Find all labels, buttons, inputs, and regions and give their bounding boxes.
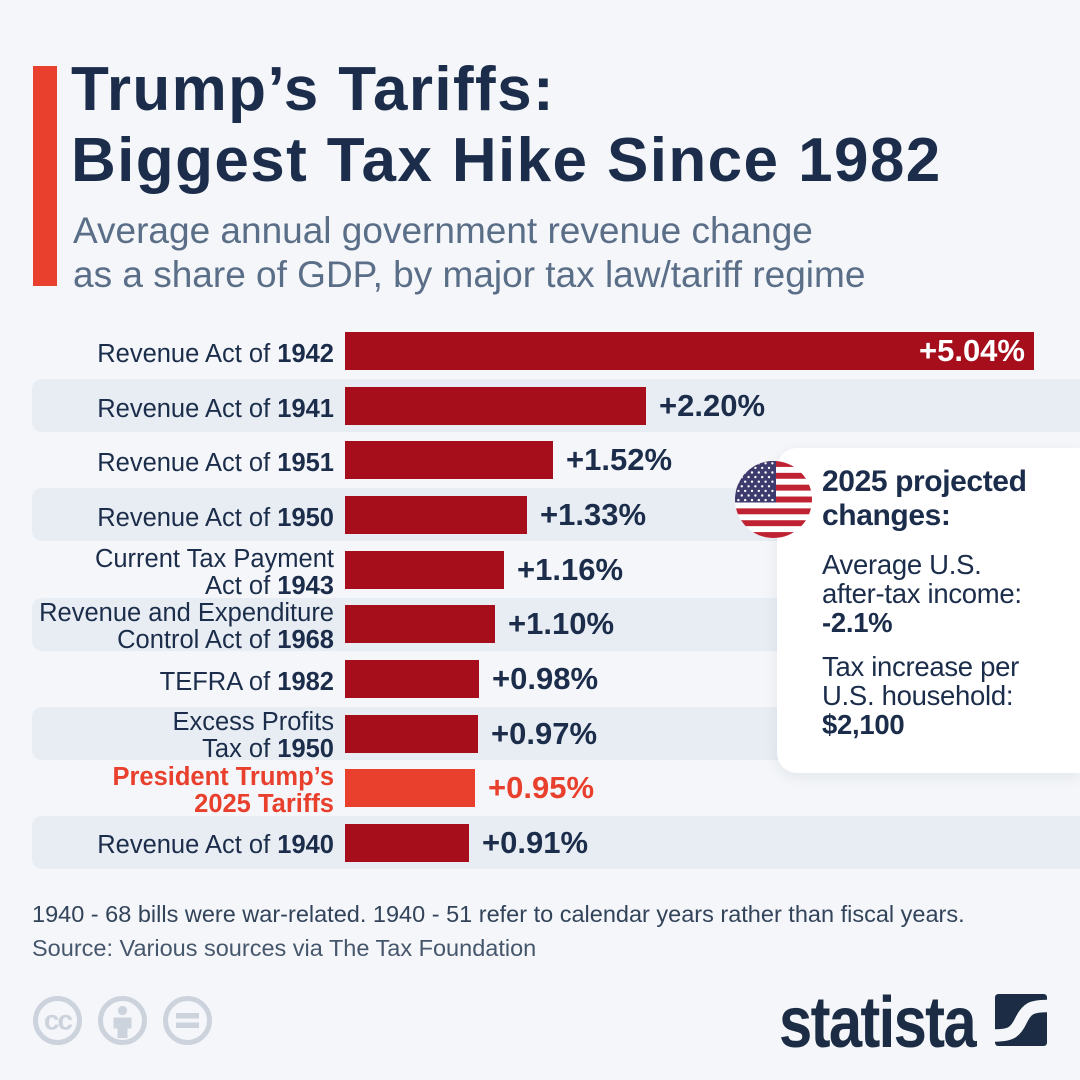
svg-text:cc: cc	[44, 1005, 73, 1036]
